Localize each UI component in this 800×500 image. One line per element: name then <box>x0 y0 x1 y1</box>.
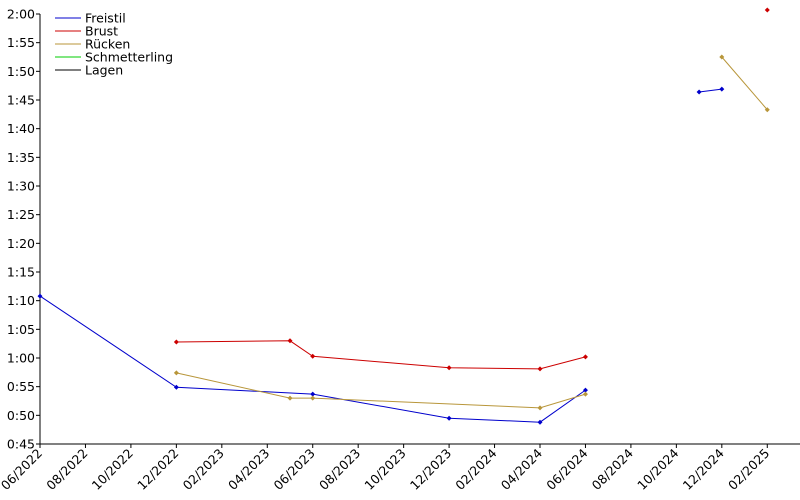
y-tick-label: 1:30 <box>7 179 35 194</box>
y-tick-label: 1:45 <box>7 93 35 108</box>
point-marker <box>173 339 179 345</box>
point-marker <box>173 384 179 390</box>
point-marker <box>287 338 293 344</box>
x-tick-label: 04/2023 <box>225 446 272 493</box>
legend-label: Freistil <box>85 11 126 26</box>
y-tick-label: 0:50 <box>7 408 35 423</box>
series-line <box>176 56 768 409</box>
series-line <box>176 10 767 369</box>
y-tick-label: 1:50 <box>7 64 35 79</box>
x-tick-label: 12/2022 <box>134 446 181 493</box>
point-marker <box>287 395 293 401</box>
y-tick-label: 2:00 <box>7 7 35 22</box>
y-tick-label: 1:25 <box>7 207 35 222</box>
point-marker <box>537 366 543 372</box>
point-marker <box>719 86 725 92</box>
x-tick-label: 04/2024 <box>498 445 545 492</box>
x-tick-label: 06/2024 <box>543 445 590 492</box>
y-tick-label: 1:20 <box>7 236 35 251</box>
point-marker <box>537 419 543 425</box>
point-marker <box>446 365 452 371</box>
point-marker <box>764 107 770 113</box>
point-marker <box>310 353 316 359</box>
point-marker <box>310 391 316 397</box>
point-marker <box>173 370 179 376</box>
point-marker <box>582 391 588 397</box>
y-tick-label: 1:05 <box>7 322 35 337</box>
x-tick-label: 10/2024 <box>634 445 681 492</box>
legend-label: Lagen <box>85 63 123 78</box>
y-tick-label: 1:35 <box>7 150 35 165</box>
x-tick-label: 10/2022 <box>89 446 136 493</box>
x-tick-label: 06/2022 <box>0 446 45 493</box>
point-marker <box>719 54 725 60</box>
point-marker <box>537 405 543 411</box>
y-tick-label: 1:15 <box>7 265 35 280</box>
x-tick-label: 06/2023 <box>271 446 318 493</box>
x-tick-label: 10/2023 <box>361 446 408 493</box>
y-tick-label: 1:40 <box>7 121 35 136</box>
y-tick-label: 1:10 <box>7 293 35 308</box>
y-tick-label: 0:55 <box>7 379 35 394</box>
y-tick-label: 1:00 <box>7 351 35 366</box>
point-marker <box>696 89 702 95</box>
x-tick-label: 12/2023 <box>407 446 454 493</box>
x-tick-label: 02/2023 <box>180 446 227 493</box>
series-line <box>39 88 722 423</box>
x-tick-label: 08/2023 <box>316 446 363 493</box>
legend-label: Brust <box>85 24 118 39</box>
x-tick-label: 08/2022 <box>43 446 90 493</box>
point-marker <box>582 387 588 393</box>
y-tick-label: 1:55 <box>7 35 35 50</box>
point-marker <box>764 7 770 13</box>
point-marker <box>310 395 316 401</box>
x-tick-label: 12/2024 <box>680 445 727 492</box>
point-marker <box>446 415 452 421</box>
legend-label: Schmetterling <box>85 50 173 65</box>
y-tick-label: 0:45 <box>7 437 35 452</box>
x-tick-label: 08/2024 <box>589 445 636 492</box>
legend-label: Rücken <box>85 37 130 52</box>
x-tick-label: 02/2024 <box>452 445 499 492</box>
point-marker <box>37 293 43 299</box>
x-tick-label: 02/2025 <box>725 446 772 493</box>
point-marker <box>582 354 588 360</box>
